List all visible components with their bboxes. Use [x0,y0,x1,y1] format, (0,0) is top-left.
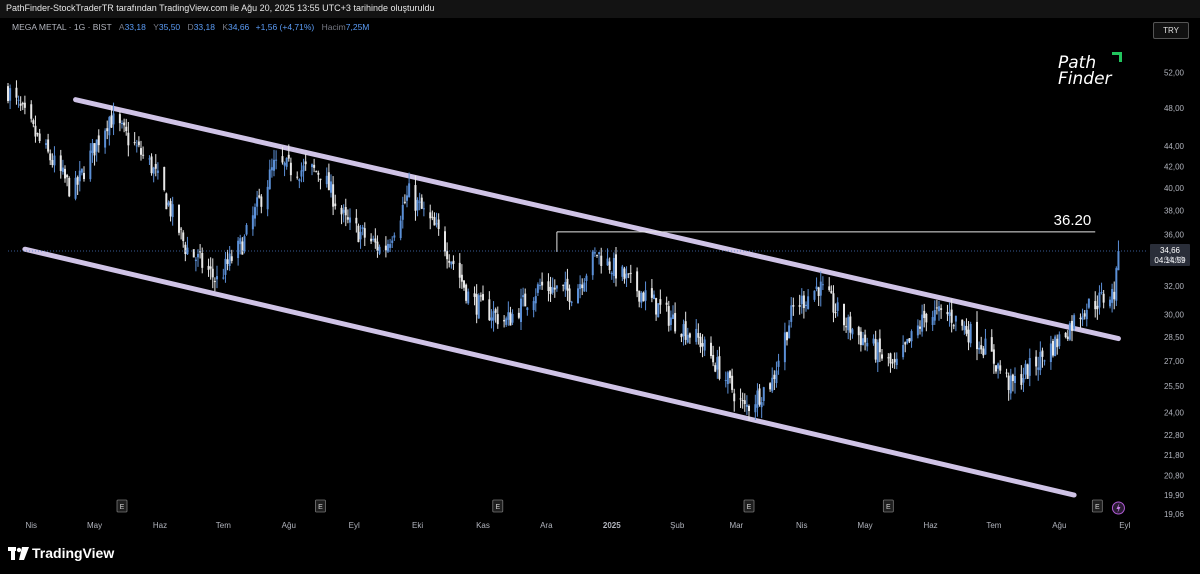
legend-close-label: K [222,22,229,32]
legend-open-label: A [118,22,125,32]
legend-symbol: MEGA METAL · 1G · BIST [12,22,112,32]
logo-line2: Finder [1058,69,1112,89]
pathfinder-logo: Path Finder [1058,53,1112,89]
tradingview-logo-icon[interactable] [8,545,30,561]
legend-volume: 7,25M [345,22,370,32]
legend-low: 33,18 [193,22,215,32]
logo-line1: Path [1058,53,1097,73]
legend-high: 35,50 [158,22,181,32]
chart-frame[interactable] [0,18,1200,536]
legend-open: 33,18 [124,22,146,32]
chart-legend: MEGA METAL · 1G · BIST A33,18 Y35,50 D33… [12,22,369,32]
header-title: PathFinder-StockTraderTR tarafından Trad… [6,3,435,13]
currency-button[interactable]: TRY [1153,22,1189,39]
legend-low-label: D [187,22,194,32]
legend-change: +1,56 (+4,71%) [255,22,315,32]
logo-arrow-icon [1112,52,1122,62]
legend-high-label: Y [153,22,159,32]
legend-volume-label: Hacim [321,22,346,32]
tradingview-brand[interactable]: TradingView [32,545,115,561]
legend-close: 34,66 [228,22,250,32]
footer [0,536,1200,574]
top-bar: PathFinder-StockTraderTR tarafından Trad… [0,0,1200,18]
